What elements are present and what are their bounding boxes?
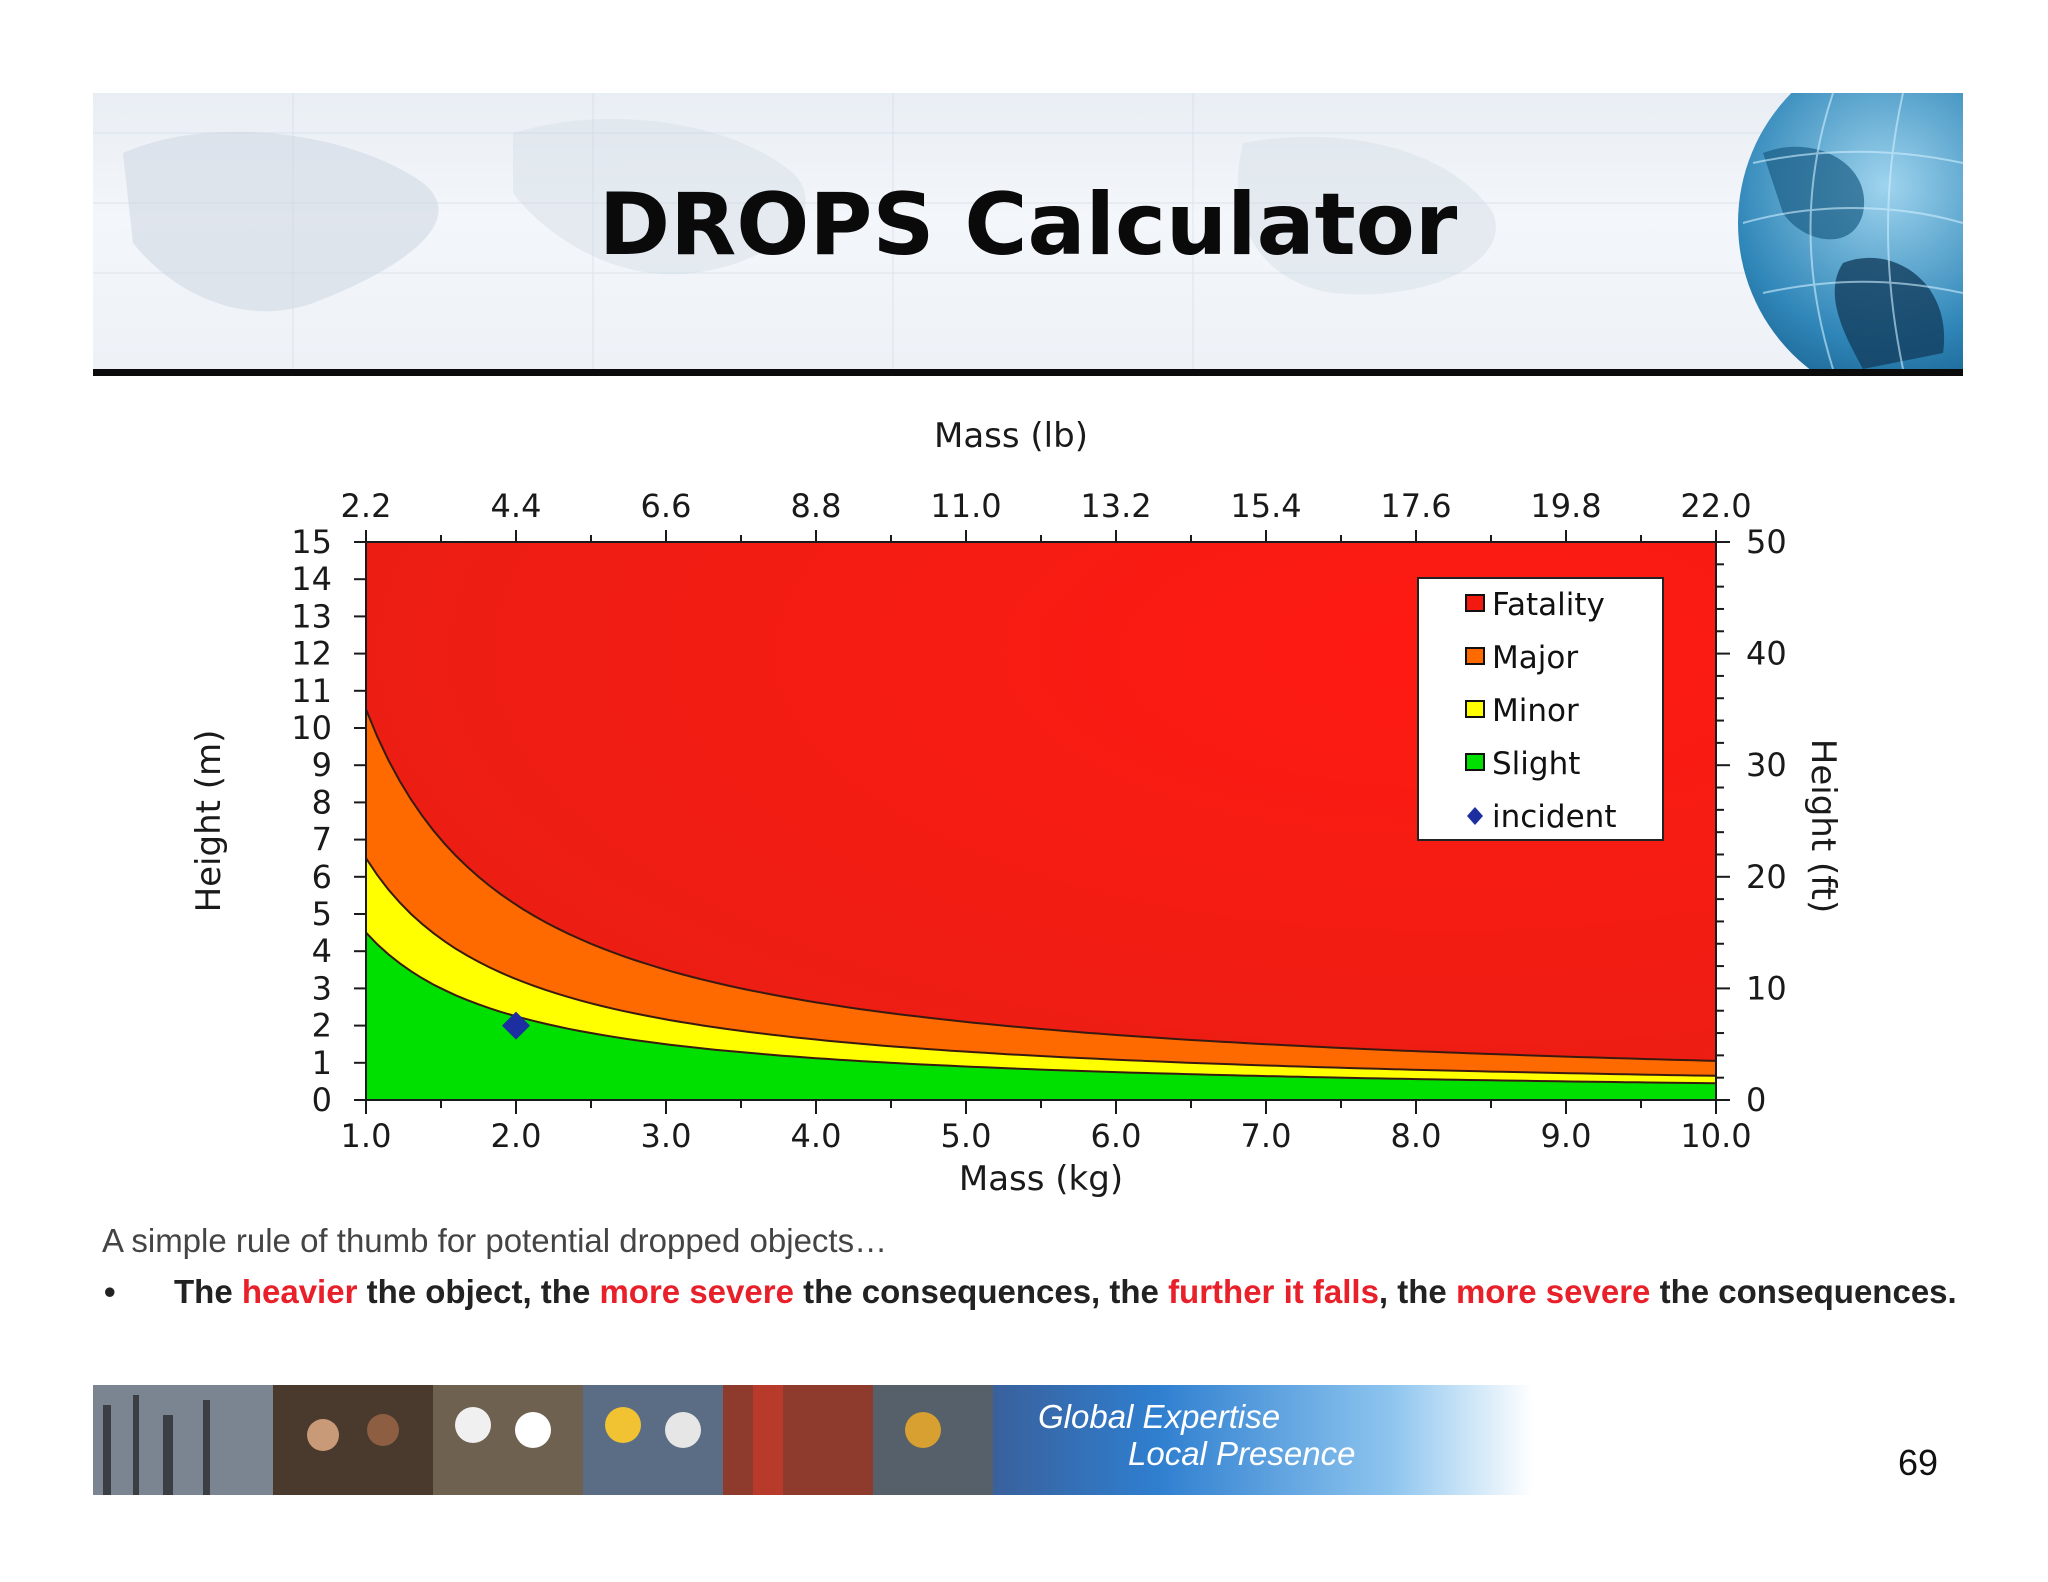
- y-tick-label-9: 9: [312, 746, 332, 784]
- x-tick-label-0: 1.0: [341, 1117, 392, 1155]
- legend-swatch-slight: [1465, 753, 1485, 771]
- bullet-text-part-8: the consequences.: [1650, 1273, 1957, 1310]
- x2-tick-label-7: 17.6: [1380, 487, 1451, 525]
- x2-tick-label-3: 8.8: [791, 487, 842, 525]
- x-tick-label-5: 6.0: [1091, 1117, 1142, 1155]
- y2-tick-label-5: 50: [1746, 523, 1787, 561]
- y-tick-label-8: 8: [312, 783, 332, 821]
- page-number: 69: [1898, 1442, 1939, 1483]
- y-tick-label-14: 14: [291, 560, 332, 598]
- bullet-text-part-4: the consequences, the: [793, 1273, 1169, 1310]
- y-tick-label-2: 2: [312, 1007, 332, 1045]
- y2-tick-label-1: 10: [1746, 969, 1787, 1007]
- bullet-text-part-2: the object, the: [357, 1273, 600, 1310]
- x2-tick-label-2: 6.6: [641, 487, 692, 525]
- legend-swatch-incident: [1467, 807, 1483, 825]
- series-minor-area: [366, 858, 1716, 1100]
- legend-swatch-major: [1465, 647, 1485, 665]
- header-divider: [93, 369, 1963, 376]
- x2-tick-label-8: 19.8: [1530, 487, 1601, 525]
- x-tick-label-9: 10.0: [1680, 1117, 1751, 1155]
- legend-label-minor: Minor: [1492, 693, 1579, 729]
- x-tick-label-2: 3.0: [641, 1117, 692, 1155]
- legend-box: [1417, 577, 1664, 841]
- world-map-background: [93, 93, 1963, 369]
- series-slight-boundary: [365, 931, 1717, 1085]
- y2-tick-label-2: 20: [1746, 858, 1787, 896]
- series-major-boundary: [365, 709, 1717, 1062]
- bullet-text-part-7: more severe: [1455, 1273, 1651, 1310]
- y2-tick-label-4: 40: [1746, 635, 1787, 673]
- incident-marker: [502, 1011, 530, 1040]
- y-tick-label-5: 5: [312, 895, 332, 933]
- x-tick-label-3: 4.0: [791, 1117, 842, 1155]
- y-tick-label-15: 15: [291, 523, 332, 561]
- y2-tick-label-0: 0: [1746, 1081, 1766, 1119]
- footer-banner: [93, 1385, 1533, 1495]
- y-tick-label-1: 1: [312, 1044, 332, 1082]
- legend-label-fatality: Fatality: [1492, 587, 1605, 623]
- bullet-text-part-0: The: [174, 1273, 242, 1310]
- y-tick-label-3: 3: [312, 969, 332, 1007]
- y-tick-label-7: 7: [312, 821, 332, 859]
- bullet-point: • The heavier the object, the more severe…: [104, 1273, 1957, 1311]
- x-tick-label-1: 2.0: [491, 1117, 542, 1155]
- x-axis-title: Mass (kg): [959, 1159, 1123, 1199]
- x2-tick-label-5: 13.2: [1080, 487, 1151, 525]
- footer-photo-collage: [93, 1385, 993, 1495]
- legend-swatch-fatality: [1465, 594, 1485, 612]
- x-tick-label-7: 8.0: [1391, 1117, 1442, 1155]
- legend-label-slight: Slight: [1492, 746, 1580, 782]
- footer-tagline-presence: Local Presence: [1128, 1435, 1356, 1472]
- series-slight-area: [366, 932, 1716, 1100]
- y2-tick-label-3: 30: [1746, 746, 1787, 784]
- series-minor-boundary: [365, 857, 1717, 1077]
- bullet-symbol: •: [104, 1273, 116, 1310]
- y-tick-label-10: 10: [291, 709, 332, 747]
- x2-tick-label-9: 22.0: [1680, 487, 1751, 525]
- legend-label-major: Major: [1492, 640, 1578, 676]
- bullet-text-part-1: heavier: [241, 1273, 358, 1310]
- x-tick-label-6: 7.0: [1241, 1117, 1292, 1155]
- slide-title: DROPS Calculator: [598, 175, 1458, 275]
- x2-tick-label-6: 15.4: [1230, 487, 1301, 525]
- footer-tagline-expertise: Global Expertise: [1038, 1398, 1281, 1435]
- y-tick-label-13: 13: [291, 597, 332, 635]
- series-major-area: [366, 709, 1716, 1100]
- drops-chart: 1.0 2.0 3.0 4.0 5.0 6.0 7.0 8.0 9.0 10.0 Mass (kg)…: [189, 416, 1843, 1199]
- rule-of-thumb-caption: A simple rule of thumb for potential dro…: [102, 1222, 888, 1259]
- bullet-text-part-5: further it falls: [1168, 1273, 1379, 1310]
- y-tick-label-12: 12: [291, 635, 332, 673]
- x-tick-label-8: 9.0: [1541, 1117, 1592, 1155]
- bullet-text: The heavier the object, the more severe …: [174, 1273, 1957, 1310]
- y-tick-label-6: 6: [312, 858, 332, 896]
- x2-tick-label-1: 4.4: [491, 487, 542, 525]
- legend-label-incident: incident: [1492, 799, 1616, 835]
- y-tick-label-0: 0: [312, 1081, 332, 1119]
- bullet-text-part-3: more severe: [599, 1273, 794, 1310]
- x2-tick-label-4: 11.0: [930, 487, 1001, 525]
- globe-icon: [1738, 93, 1963, 369]
- bullet-text-part-6: , the: [1378, 1273, 1456, 1310]
- x2-tick-label-0: 2.2: [341, 487, 392, 525]
- x2-axis-title: Mass (lb): [934, 416, 1088, 456]
- y-axis-title: Height (m): [189, 730, 229, 913]
- y2-axis-title: Height (ft): [1803, 739, 1843, 913]
- y-tick-label-11: 11: [291, 672, 332, 710]
- x-tick-label-4: 5.0: [941, 1117, 992, 1155]
- slide-header: DROPS Calculator: [93, 93, 1963, 369]
- legend-swatch-minor: [1465, 700, 1485, 718]
- y-tick-label-4: 4: [312, 932, 332, 970]
